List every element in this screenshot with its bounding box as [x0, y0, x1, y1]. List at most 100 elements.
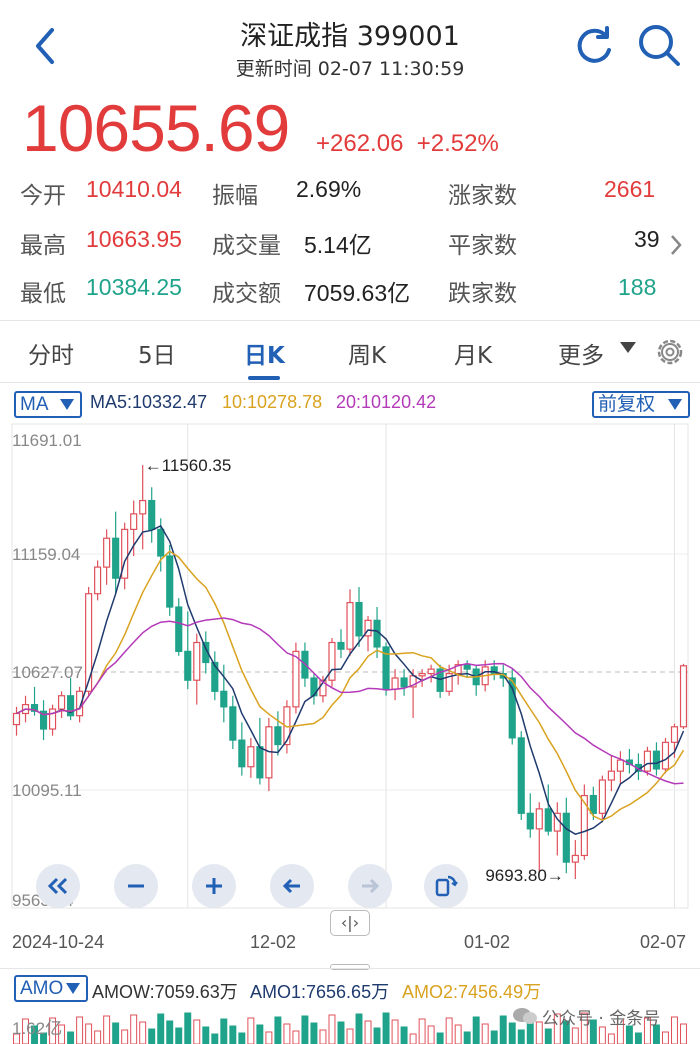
adjust-button[interactable]: 前复权	[592, 391, 690, 418]
volume-bar	[67, 1031, 75, 1044]
volume-bar	[310, 1022, 318, 1044]
ma5-value: MA5:10332.47	[90, 392, 208, 412]
tab-monthly-k[interactable]: 月K	[454, 343, 493, 369]
volume-bar	[373, 1027, 381, 1044]
high-value: 10663.95	[86, 226, 182, 252]
y-tick-label: 10095.11	[12, 781, 82, 800]
refresh-icon[interactable]	[572, 24, 616, 68]
tab-weekly-k[interactable]: 周K	[348, 343, 387, 369]
minus-icon	[128, 884, 144, 888]
low-label: 最低	[20, 280, 66, 306]
tab-daily-k[interactable]: 日K	[244, 343, 285, 369]
volume-bar	[229, 1025, 237, 1044]
volume-bar	[418, 1018, 426, 1044]
ma-button-label: MA	[20, 394, 49, 415]
zoom-out-button[interactable]	[114, 864, 158, 908]
search-icon[interactable]	[636, 22, 682, 68]
candle-body	[589, 794, 597, 814]
candle-body	[679, 665, 688, 728]
x-axis-labels: 2024-10-24 12-02 01-02 02-07	[0, 930, 700, 956]
candle-body	[94, 566, 102, 595]
volume-bar	[454, 1024, 462, 1044]
amow-value: AMOW:7059.63万	[92, 982, 238, 1002]
caret-down-icon[interactable]	[620, 342, 636, 353]
open-value: 10410.04	[86, 176, 182, 202]
chart-drag-handle[interactable]: ‹|›	[330, 910, 370, 936]
volume-bar	[625, 1025, 633, 1044]
page-title: 深证成指 399001	[240, 21, 460, 52]
open-label: 今开	[20, 182, 66, 208]
volume-bar	[517, 1029, 525, 1044]
candle-body	[39, 710, 48, 730]
candle-body	[175, 606, 183, 652]
volume-bar	[634, 1032, 642, 1044]
candle-body	[355, 601, 363, 637]
rewind-button[interactable]	[36, 864, 80, 908]
chart-frame	[11, 423, 689, 909]
candle-body	[12, 712, 21, 726]
volume-bar	[103, 1015, 111, 1044]
y-tick-label: 11691.01	[12, 431, 82, 450]
candle-body	[616, 759, 624, 772]
ma-indicator-button[interactable]: MA	[14, 391, 82, 418]
volume-bar	[580, 1012, 588, 1044]
volume-bar	[58, 1024, 66, 1044]
indicator-drag-handle[interactable]	[330, 964, 370, 970]
volume-bar	[463, 1031, 471, 1044]
volume-bar	[382, 1012, 390, 1044]
scroll-right-button[interactable]	[348, 864, 392, 908]
candle-body	[571, 854, 579, 863]
period-tabs: 分时 5日 日K 周K 月K 更多	[0, 322, 700, 382]
volume-bar	[661, 1031, 669, 1044]
candle-body	[130, 513, 138, 530]
scroll-left-button[interactable]	[270, 864, 314, 908]
gear-icon[interactable]	[654, 336, 686, 368]
watermark: 公众号 · 金条号	[542, 1009, 661, 1029]
amo-indicator-button[interactable]: AMO	[14, 975, 88, 1002]
adjust-button-label: 前复权	[598, 393, 656, 415]
divider	[0, 968, 700, 969]
rotate-button[interactable]	[424, 864, 468, 908]
candle-body	[580, 794, 588, 857]
volume-bar	[436, 1032, 444, 1044]
volume-bar	[76, 1016, 84, 1044]
tab-more[interactable]: 更多	[558, 343, 604, 369]
max-annotation: ←11560.35	[145, 456, 232, 475]
up-count-label: 涨家数	[448, 182, 517, 208]
candle-body	[319, 679, 327, 697]
tab-5day[interactable]: 5日	[138, 343, 176, 369]
caret-down-icon	[66, 983, 80, 994]
volume-bar	[157, 1013, 165, 1044]
volume-bar	[364, 1020, 372, 1044]
zoom-in-button[interactable]	[192, 864, 236, 908]
candle-body	[382, 646, 390, 690]
candle-body	[337, 641, 345, 650]
volume-bar	[652, 1024, 660, 1044]
back-arrow-icon[interactable]	[28, 22, 64, 70]
tab-intraday[interactable]: 分时	[28, 343, 74, 369]
ma10-value: 10:10278.78	[222, 392, 323, 412]
volume-chart	[13, 1012, 687, 1044]
stats-row-1: 今开 10410.04 振幅 2.69% 涨家数 2661	[0, 176, 700, 216]
volume-bar	[13, 1033, 20, 1044]
kline-chart[interactable]: 11691.0111159.0410627.0710095.119563.14 …	[0, 420, 700, 920]
volume-value: 5.14亿	[304, 232, 372, 258]
volume-bar	[211, 1033, 219, 1044]
chevron-right-icon[interactable]	[668, 232, 684, 258]
volume-bar	[616, 1018, 624, 1044]
flat-count-value: 39	[634, 226, 660, 252]
arrow-right-icon	[362, 878, 380, 894]
candle-body	[427, 668, 435, 675]
volume-bar	[680, 1023, 687, 1044]
candle-body	[400, 677, 408, 688]
rotate-screen-icon	[435, 875, 458, 897]
volume-bar	[184, 1012, 192, 1044]
divider	[0, 320, 700, 321]
price-change: +262.06 +2.52%	[316, 130, 499, 158]
volume-bar	[671, 1016, 678, 1044]
double-chevron-left-icon	[47, 877, 68, 895]
candle-body	[30, 704, 39, 712]
current-price: 10655.69	[22, 91, 290, 165]
stats-row-2[interactable]: 最高 10663.95 成交量 5.14亿 平家数 39	[0, 226, 700, 266]
candle-body	[211, 661, 219, 692]
